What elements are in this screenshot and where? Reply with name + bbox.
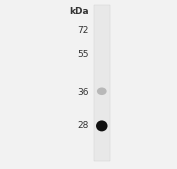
Text: 28: 28 [77,121,88,130]
Ellipse shape [97,87,107,95]
Text: 55: 55 [77,50,88,59]
Bar [94,5,110,161]
Text: 72: 72 [77,26,88,35]
Ellipse shape [96,120,107,131]
Text: kDa: kDa [69,7,88,16]
Text: 36: 36 [77,88,88,98]
